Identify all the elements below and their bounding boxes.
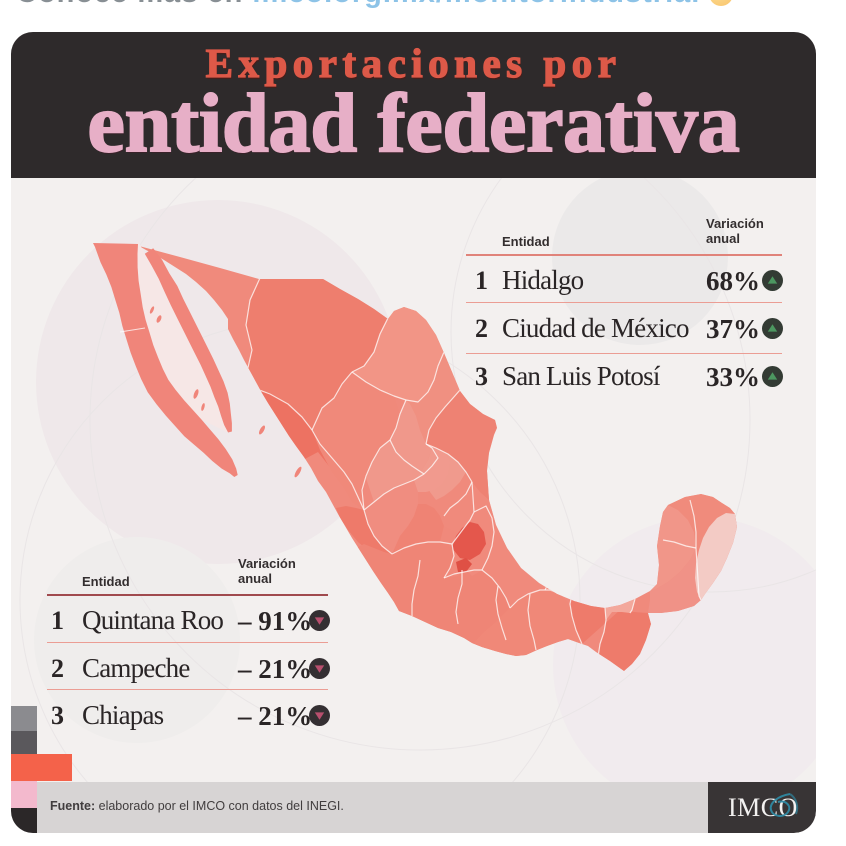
svg-text:IMCO: IMCO	[728, 793, 798, 822]
